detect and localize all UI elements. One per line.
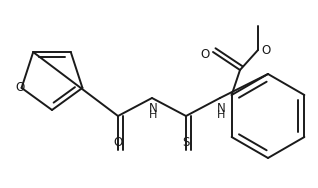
Text: O: O: [15, 81, 24, 94]
Text: N: N: [149, 102, 157, 114]
Text: O: O: [261, 43, 271, 57]
Text: H: H: [217, 110, 225, 120]
Text: H: H: [149, 110, 157, 120]
Text: O: O: [114, 136, 123, 149]
Text: S: S: [182, 136, 190, 149]
Text: O: O: [200, 48, 210, 61]
Text: N: N: [217, 102, 225, 114]
